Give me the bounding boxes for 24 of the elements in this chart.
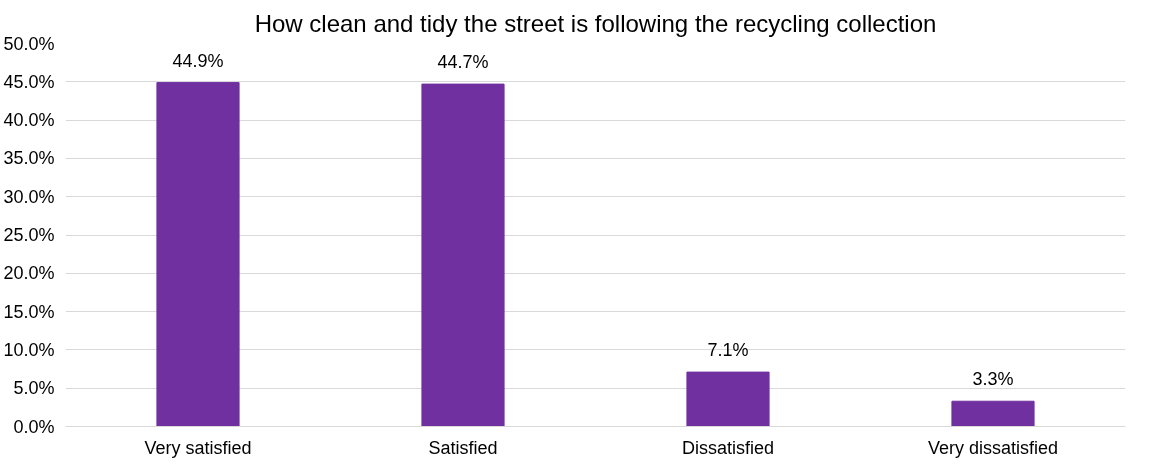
bar	[156, 82, 240, 427]
y-tick-label: 10.0%	[3, 339, 55, 360]
y-tick-label: 45.0%	[3, 71, 55, 92]
data-label: 3.3%	[972, 369, 1014, 390]
y-tick-label: 5.0%	[13, 378, 55, 399]
x-tick-label: Dissatisfied	[681, 437, 775, 458]
x-tick-label: Very satisfied	[144, 437, 252, 458]
bar	[686, 371, 770, 427]
data-label: 44.9%	[172, 50, 224, 71]
y-tick-label: 15.0%	[3, 301, 55, 322]
y-tick-label: 30.0%	[3, 186, 55, 207]
y-tick-label: 50.0%	[3, 33, 55, 54]
data-label: 7.1%	[707, 340, 749, 361]
y-tick-label: 35.0%	[3, 148, 55, 169]
y-tick-label: 20.0%	[3, 263, 55, 284]
y-tick-label: 40.0%	[3, 110, 55, 131]
data-label: 44.7%	[437, 52, 489, 73]
x-tick-label: Satisfied	[428, 437, 498, 458]
x-tick-label: Very dissatisfied	[927, 437, 1059, 458]
chart-title: How clean and tidy the street is following the recycling collection	[254, 9, 937, 37]
bar	[421, 83, 505, 427]
y-tick-label: 0.0%	[13, 416, 55, 437]
y-tick-label: 25.0%	[3, 225, 55, 245]
bar	[951, 400, 1035, 427]
